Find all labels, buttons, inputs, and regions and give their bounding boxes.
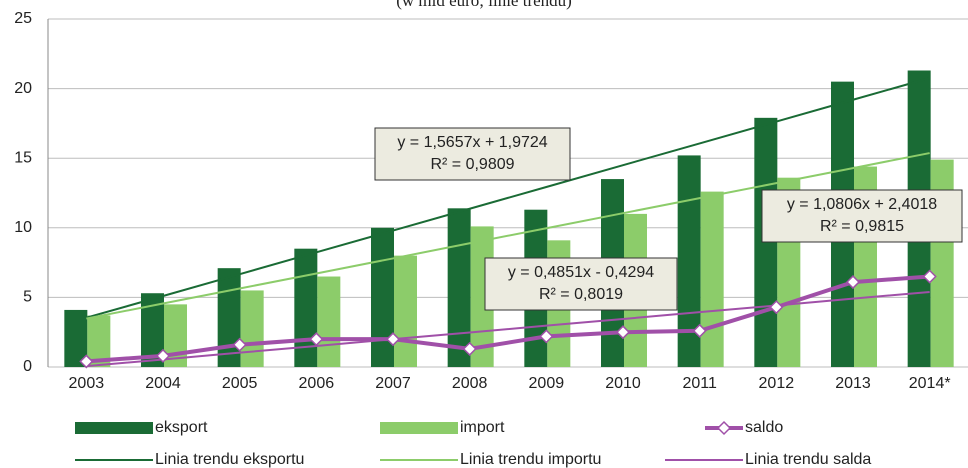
marker xyxy=(232,337,247,352)
annotation-box xyxy=(761,189,963,243)
annotation-equation: y = 0,4851x - 0,4294 xyxy=(508,264,654,281)
marker xyxy=(79,354,94,369)
x-tick-label: 2007 xyxy=(375,375,411,392)
x-tick-label: 2014* xyxy=(909,375,951,392)
bar xyxy=(217,268,241,367)
annotation-equation: y = 1,0806x + 2,4018 xyxy=(787,196,937,213)
trend-line xyxy=(86,77,930,319)
legend-label: eksport xyxy=(155,419,208,436)
marker xyxy=(539,329,554,344)
x-tick-label: 2012 xyxy=(759,375,795,392)
annotation-box xyxy=(484,257,678,311)
x-tick-label: 2005 xyxy=(222,375,258,392)
x-tick-label: 2003 xyxy=(69,375,105,392)
legend-label: Linia trendu eksportu xyxy=(155,451,304,468)
y-tick-label: 20 xyxy=(14,80,32,97)
x-tick-label: 2006 xyxy=(299,375,335,392)
bar xyxy=(294,248,318,367)
bar xyxy=(447,208,471,367)
y-tick-label: 0 xyxy=(23,358,32,375)
x-tick-label: 2004 xyxy=(145,375,181,392)
legend-swatch xyxy=(380,422,458,434)
x-tick-label: 2010 xyxy=(605,375,641,392)
marker xyxy=(309,332,324,347)
y-tick-label: 10 xyxy=(14,219,32,236)
bar xyxy=(317,276,341,367)
marker xyxy=(385,332,401,347)
marker xyxy=(155,348,171,363)
marker xyxy=(769,300,784,315)
bar xyxy=(141,293,164,367)
line xyxy=(86,274,930,364)
bar xyxy=(240,290,264,367)
annotation-equation: y = 1,5657x + 1,9724 xyxy=(397,134,547,151)
annotation-r2: R² = 0,9809 xyxy=(430,156,514,173)
trend-line xyxy=(86,152,930,320)
bar xyxy=(64,309,88,367)
x-tick-label: 2008 xyxy=(452,375,488,392)
marker xyxy=(462,341,477,356)
x-tick-label: 2013 xyxy=(835,375,871,392)
bar xyxy=(371,227,394,367)
x-tick-label: 2011 xyxy=(682,375,717,392)
y-tick-label: 5 xyxy=(23,289,32,306)
legend-label: Linia trendu importu xyxy=(460,451,601,468)
legend-swatch xyxy=(75,422,153,434)
marker xyxy=(615,325,631,340)
y-tick-label: 15 xyxy=(14,149,32,166)
legend-label: Linia trendu salda xyxy=(745,451,871,468)
bar xyxy=(87,315,111,367)
legend-label: import xyxy=(460,419,505,436)
legend-marker xyxy=(716,420,732,436)
marker xyxy=(692,323,707,338)
annotation-r2: R² = 0,8019 xyxy=(539,286,623,303)
chart-subtitle: (w mld euro; linie trendu) xyxy=(396,0,572,10)
marker xyxy=(922,269,937,284)
bar xyxy=(394,255,417,367)
marker xyxy=(845,275,861,290)
y-tick-label: 25 xyxy=(14,10,32,27)
legend-label: saldo xyxy=(745,419,783,436)
annotation-box xyxy=(374,127,571,181)
annotation-r2: R² = 0,9815 xyxy=(820,218,904,235)
bar xyxy=(700,191,724,367)
x-tick-label: 2009 xyxy=(529,375,565,392)
